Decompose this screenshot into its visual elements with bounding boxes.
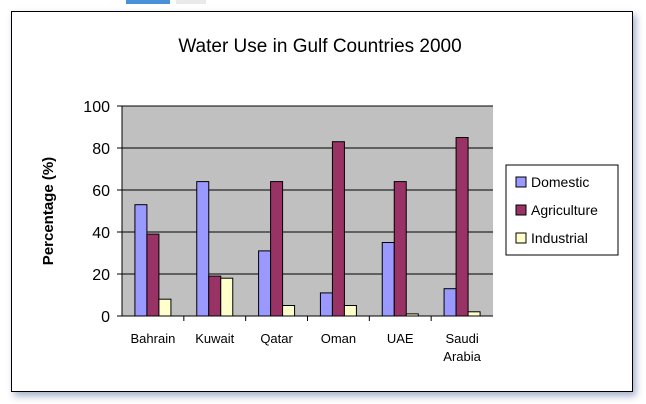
bar-agriculture-bahrain — [146, 233, 160, 317]
legend-swatch-agriculture — [515, 204, 527, 216]
top-tab[interactable] — [176, 0, 206, 4]
bar-industrial-saudi-arabia — [467, 311, 481, 317]
x-tick-label: Saudi — [445, 331, 478, 346]
bars — [134, 137, 481, 317]
bar-industrial-oman — [343, 305, 357, 317]
bar-domestic-bahrain — [134, 204, 148, 317]
y-tick-label: 80 — [92, 141, 110, 158]
bar-domestic-qatar — [258, 250, 272, 317]
y-tick-label: 100 — [83, 99, 110, 116]
bar-agriculture-oman — [331, 141, 345, 317]
x-tick-label: Oman — [321, 331, 356, 346]
bar-agriculture-qatar — [270, 181, 284, 317]
bar-domestic-oman — [319, 292, 333, 317]
top-strip — [0, 0, 646, 9]
x-tick-label: Arabia — [443, 349, 481, 364]
plot-area — [122, 106, 493, 316]
y-axis-label: Percentage (%) — [40, 157, 57, 265]
y-tick-label: 0 — [101, 309, 110, 326]
y-tick-label: 40 — [92, 225, 110, 242]
x-tick-label: Bahrain — [131, 331, 176, 346]
chart-title: Water Use in Gulf Countries 2000 — [178, 36, 461, 57]
bar-agriculture-uae — [393, 181, 407, 317]
bar-industrial-bahrain — [158, 298, 172, 317]
bar-domestic-saudi-arabia — [443, 288, 457, 317]
top-tab-active[interactable] — [126, 0, 170, 4]
legend: Domestic Agriculture Industrial — [505, 164, 619, 256]
y-axis-ticks: 0 20 40 60 80 100 — [83, 99, 122, 326]
bar-agriculture-kuwait — [208, 275, 222, 317]
y-tick-label: 20 — [92, 267, 110, 284]
legend-label-agriculture: Agriculture — [531, 202, 598, 218]
x-tick-label: UAE — [387, 331, 414, 346]
legend-swatch-industrial — [515, 232, 527, 244]
legend-swatch-domestic — [515, 176, 527, 188]
y-tick-label: 60 — [92, 183, 110, 200]
legend-label-industrial: Industrial — [531, 230, 588, 246]
bar-agriculture-saudi-arabia — [455, 137, 469, 317]
legend-label-domestic: Domestic — [531, 174, 589, 190]
bar-industrial-kuwait — [220, 277, 234, 317]
gridlines — [122, 105, 493, 275]
x-tick-label: Kuwait — [195, 331, 234, 346]
bar-domestic-kuwait — [196, 181, 210, 317]
bar-domestic-uae — [381, 242, 395, 317]
x-tick-label: Qatar — [260, 331, 293, 346]
bar-industrial-qatar — [282, 305, 296, 317]
x-axis-labels: Bahrain Kuwait Qatar Oman UAE Saudi Arabia — [131, 316, 482, 364]
